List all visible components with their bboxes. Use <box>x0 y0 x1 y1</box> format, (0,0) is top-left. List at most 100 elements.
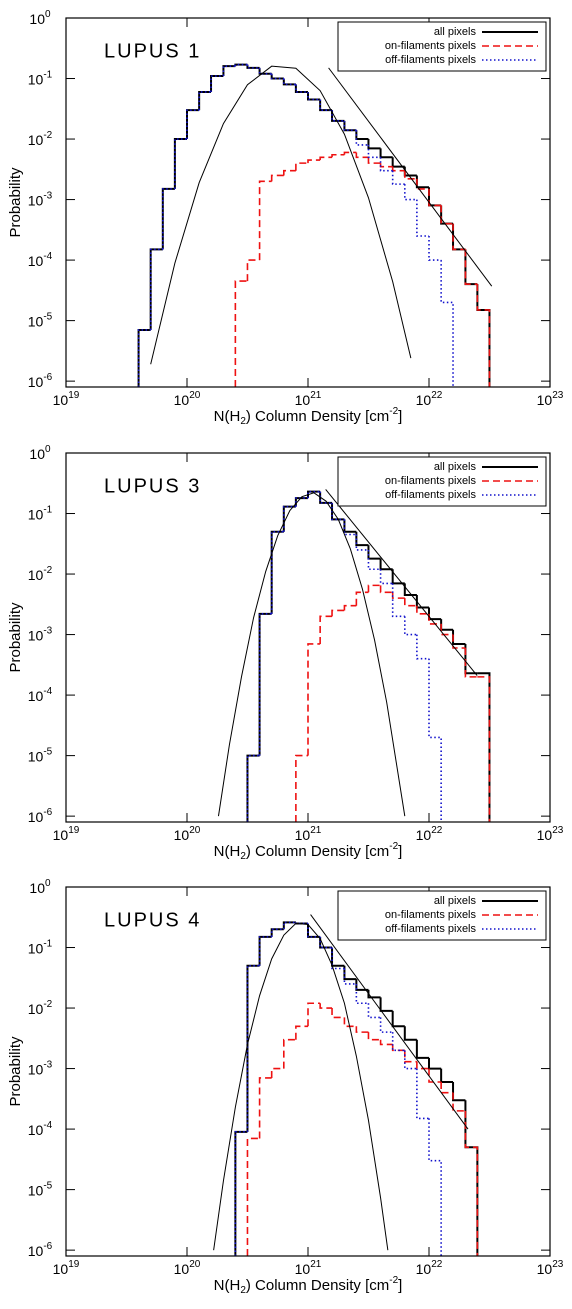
x-axis-label-part: 2 <box>240 416 246 427</box>
y-tick-base: 10 <box>28 809 44 825</box>
y-tick-exponent: -4 <box>43 686 52 697</box>
y-tick-base: 10 <box>29 880 45 896</box>
x-tick-base: 10 <box>416 827 432 843</box>
x-axis-label-part: ) Column Density [cm <box>246 1277 389 1294</box>
fit-curve <box>213 922 389 1251</box>
histogram-step <box>186 109 200 140</box>
y-tick-base: 10 <box>28 1182 44 1198</box>
histogram-step <box>319 936 333 949</box>
histogram-step <box>379 585 393 594</box>
histogram-step <box>452 634 466 649</box>
histogram-step <box>258 935 272 966</box>
histogram-step <box>234 63 248 67</box>
histogram-step <box>367 157 381 164</box>
legend-label: all pixels <box>434 461 477 473</box>
histogram-step <box>210 75 224 92</box>
histogram-step <box>173 138 187 189</box>
histogram-step <box>149 248 163 330</box>
y-tick-exponent: -6 <box>43 1241 52 1252</box>
histogram-step <box>234 280 248 387</box>
x-axis-label-part: 2 <box>240 1285 246 1296</box>
y-tick-label: 10-5 <box>28 746 53 764</box>
histogram-step <box>355 130 369 146</box>
histogram-step <box>379 163 393 168</box>
x-tick-label: 1019 <box>53 825 80 843</box>
histogram-step <box>440 619 454 631</box>
histogram-step <box>343 965 357 981</box>
panel-title: LUPUS 4 <box>104 909 201 931</box>
histogram-step <box>428 1068 442 1083</box>
y-tick-exponent: -4 <box>43 251 52 262</box>
x-tick-exponent: 19 <box>68 825 80 836</box>
y-tick-base: 10 <box>28 374 44 390</box>
y-tick-exponent: -6 <box>43 372 52 383</box>
y-axis-label: Probability <box>7 1036 24 1107</box>
y-tick-label: 10-5 <box>28 1180 53 1198</box>
histogram-step <box>355 130 369 141</box>
histogram-step <box>137 328 151 387</box>
x-tick-exponent: 20 <box>189 390 201 401</box>
histogram-step <box>477 676 491 822</box>
x-tick-base: 10 <box>53 1261 69 1277</box>
histogram-step <box>246 964 260 1132</box>
histogram-step <box>367 139 381 150</box>
x-tick-base: 10 <box>174 392 190 408</box>
x-axis-label-part: 2 <box>240 851 246 862</box>
y-axis-label: Probability <box>7 167 24 238</box>
histogram-step <box>331 947 345 970</box>
x-tick-exponent: 21 <box>310 825 322 836</box>
x-tick-exponent: 20 <box>189 1259 201 1270</box>
histogram-step <box>464 647 478 678</box>
x-tick-label: 1021 <box>295 825 322 843</box>
panel: 1019 1020 1021 1022 102310010-110-210-310-41… <box>7 444 564 862</box>
legend-label: off-filaments pixels <box>385 489 476 501</box>
histogram-step <box>416 178 429 190</box>
histogram-step <box>258 613 272 756</box>
histogram-step <box>258 1077 272 1139</box>
x-tick-exponent: 22 <box>431 1259 443 1270</box>
x-tick-label: 1022 <box>416 1259 443 1277</box>
fit-curve <box>150 65 412 365</box>
x-axis-label-part: -2 <box>389 1275 398 1286</box>
histogram-step <box>234 63 248 67</box>
histogram-step <box>355 531 369 547</box>
histogram-step <box>355 152 369 159</box>
legend-label: all pixels <box>434 895 477 907</box>
legend-label: on-filaments pixels <box>385 909 477 921</box>
histogram-step <box>294 84 308 93</box>
y-tick-label: 10-3 <box>28 190 53 208</box>
histogram-step <box>210 75 224 92</box>
x-tick-exponent: 19 <box>68 1259 80 1270</box>
histogram-step <box>428 1118 442 1256</box>
panel: 1019 1020 1021 1022 102310010-110-210-310-41… <box>7 9 564 427</box>
histogram-step <box>355 979 369 991</box>
y-tick-label: 10-4 <box>28 251 53 269</box>
fit-curve <box>325 489 478 676</box>
y-tick-base: 10 <box>28 132 44 148</box>
histogram-step <box>258 612 272 756</box>
histogram-step <box>464 249 478 285</box>
histogram-step <box>379 997 393 1012</box>
legend-label: all pixels <box>434 26 477 38</box>
y-tick-label: 10-1 <box>28 69 53 87</box>
histogram-step <box>331 110 345 122</box>
histogram-step <box>307 159 321 164</box>
histogram-step <box>391 583 405 618</box>
y-tick-exponent: -1 <box>43 69 52 80</box>
histogram-step <box>415 1039 429 1059</box>
histogram-step <box>428 188 442 207</box>
histogram-step <box>307 490 321 499</box>
histogram-step <box>295 84 308 93</box>
y-tick-label: 10-5 <box>28 311 53 329</box>
histogram-step <box>428 1057 442 1070</box>
histogram-step <box>452 223 466 251</box>
histogram-step <box>367 144 381 159</box>
x-tick-label: 1020 <box>174 1259 201 1277</box>
x-axis-label-part: ] <box>398 843 402 860</box>
histogram-step <box>416 1068 429 1120</box>
histogram-step <box>161 187 175 250</box>
histogram-step <box>452 629 466 645</box>
x-tick-base: 10 <box>416 1261 432 1277</box>
y-tick-base: 10 <box>28 748 44 764</box>
